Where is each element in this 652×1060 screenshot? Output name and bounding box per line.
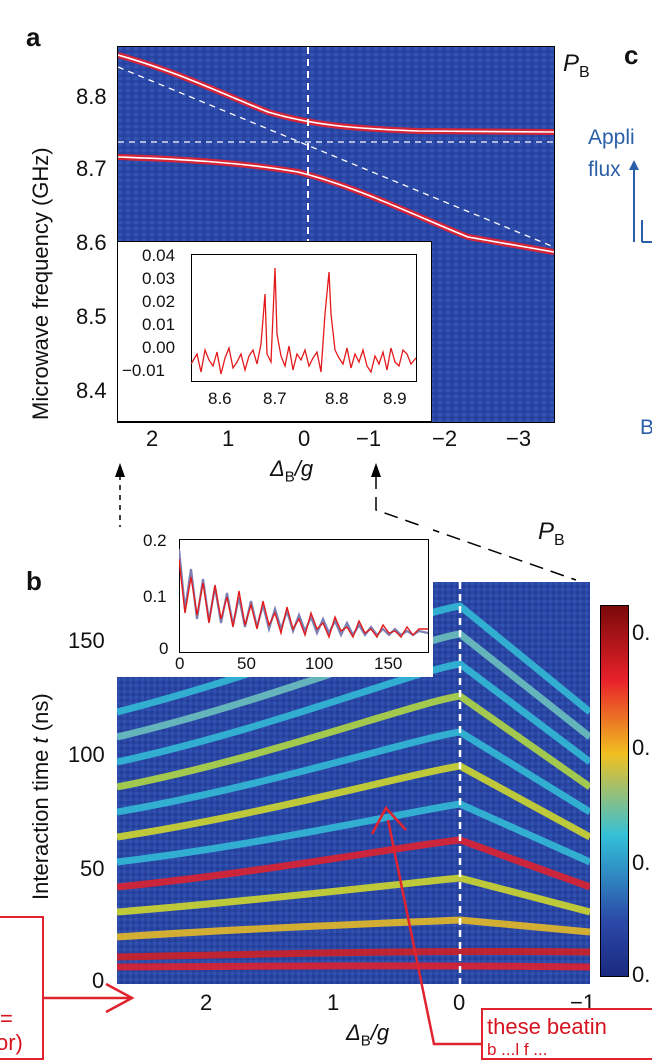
inset-b-xtick: 50 (237, 654, 256, 673)
x-label-rest: /g (294, 456, 314, 481)
colorbar-tick: 0. (632, 735, 651, 760)
right-annotation-text: these beatin (487, 1014, 607, 1039)
inset-b-ytick: 0 (159, 639, 169, 658)
inset-a-xtick: 8.9 (383, 389, 407, 408)
inset-b-ytick: 0.2 (143, 531, 167, 550)
panel-b-letter: b (26, 566, 42, 596)
panel-c-arrow (629, 160, 652, 243)
panel-b-x-label: ΔB/g (346, 1020, 389, 1049)
x-label-delta: Δ (270, 456, 285, 481)
panel-a-letter: a (26, 22, 41, 52)
panel-a-xtick: −3 (506, 426, 532, 451)
y-label-post: (ns) (28, 693, 53, 738)
panel-b-top-label: PB (538, 518, 565, 550)
panel-a-inset: 0.04 0.03 0.02 0.01 0.00 −0.01 8.6 8.7 8… (117, 241, 432, 422)
inset-b-xtick: 0 (175, 654, 185, 673)
panel-a-xtick: −1 (356, 426, 382, 451)
panel-a-ytick: 8.7 (76, 156, 107, 181)
left-annotation-box: = or) (0, 916, 44, 1060)
panel-a-x-label: ΔB/g (270, 456, 313, 485)
panel-c-b: B (640, 416, 652, 439)
panel-a-xtick: 1 (222, 426, 235, 451)
y-label-var: t (28, 737, 53, 744)
colorbar-tick: 0. (632, 850, 651, 875)
panel-a-xtick: −2 (432, 426, 458, 451)
panel-a-xtick: 2 (146, 426, 159, 451)
panel-b-xtick: 0 (453, 990, 466, 1015)
panel-c-flux: flux (588, 158, 621, 181)
colorbar-tick: 0. (632, 962, 651, 987)
panel-a-side-label: PB (563, 50, 590, 82)
panel-a-ytick: 8.6 (76, 230, 107, 255)
inset-a-ytick: 0.00 (142, 338, 176, 357)
pb-main: P (538, 518, 555, 545)
colorbar (600, 605, 629, 977)
panel-b-inset: 0.2 0.1 0 0 50 100 150 (117, 527, 433, 677)
panel-b-inset-plot (179, 539, 429, 653)
inset-a-ytick: 0.03 (142, 269, 176, 288)
x-label-sub: B (284, 468, 295, 486)
inset-a-ytick: −0.01 (122, 361, 166, 380)
panel-c-applied: Appli (588, 126, 635, 149)
inset-a-xtick: 8.6 (208, 389, 232, 408)
right-annotation-box: these beatin b ...l f ... (481, 1008, 652, 1060)
panel-b-ytick: 0 (92, 968, 105, 993)
inset-a-xtick: 8.7 (263, 389, 287, 408)
panel-b-xtick: 1 (327, 990, 340, 1015)
panel-c-letter: c (624, 40, 639, 70)
inset-a-ytick: 0.02 (142, 292, 176, 311)
inset-b-ytick: 0.1 (143, 587, 167, 606)
pb-sub: B (579, 63, 590, 81)
right-annotation-text-line2: b ...l f ... (487, 1040, 548, 1059)
left-annotation-line1: = (0, 1006, 13, 1031)
inset-b-xtick: 100 (305, 654, 334, 673)
x-label-rest: /g (370, 1020, 390, 1045)
pb-sub: B (554, 531, 565, 549)
panel-a-ytick: 8.8 (76, 84, 107, 109)
panel-a-y-label: Microwave frequency (GHz) (28, 147, 53, 420)
x-label-sub: B (360, 1032, 371, 1050)
x-label-delta: Δ (346, 1020, 361, 1045)
panel-b-ytick: 50 (80, 856, 105, 881)
inset-a-xtick: 8.8 (325, 389, 349, 408)
panel-a-inset-plot (191, 254, 417, 382)
inset-b-xtick: 150 (374, 654, 403, 673)
panel-b-ytick: 100 (68, 742, 105, 767)
left-annotation-line2: or) (0, 1030, 23, 1055)
inset-a-ytick: 0.04 (142, 246, 176, 265)
panel-b-xtick: 2 (200, 990, 213, 1015)
inset-a-ytick: 0.01 (142, 315, 176, 334)
panel-b-ytick: 150 (68, 628, 105, 653)
panel-a-ytick: 8.4 (76, 378, 107, 403)
panel-a-ytick: 8.5 (76, 304, 107, 329)
panel-a-xtick: 0 (298, 426, 311, 451)
pb-main: P (563, 50, 580, 77)
colorbar-tick: 0. (632, 620, 651, 645)
